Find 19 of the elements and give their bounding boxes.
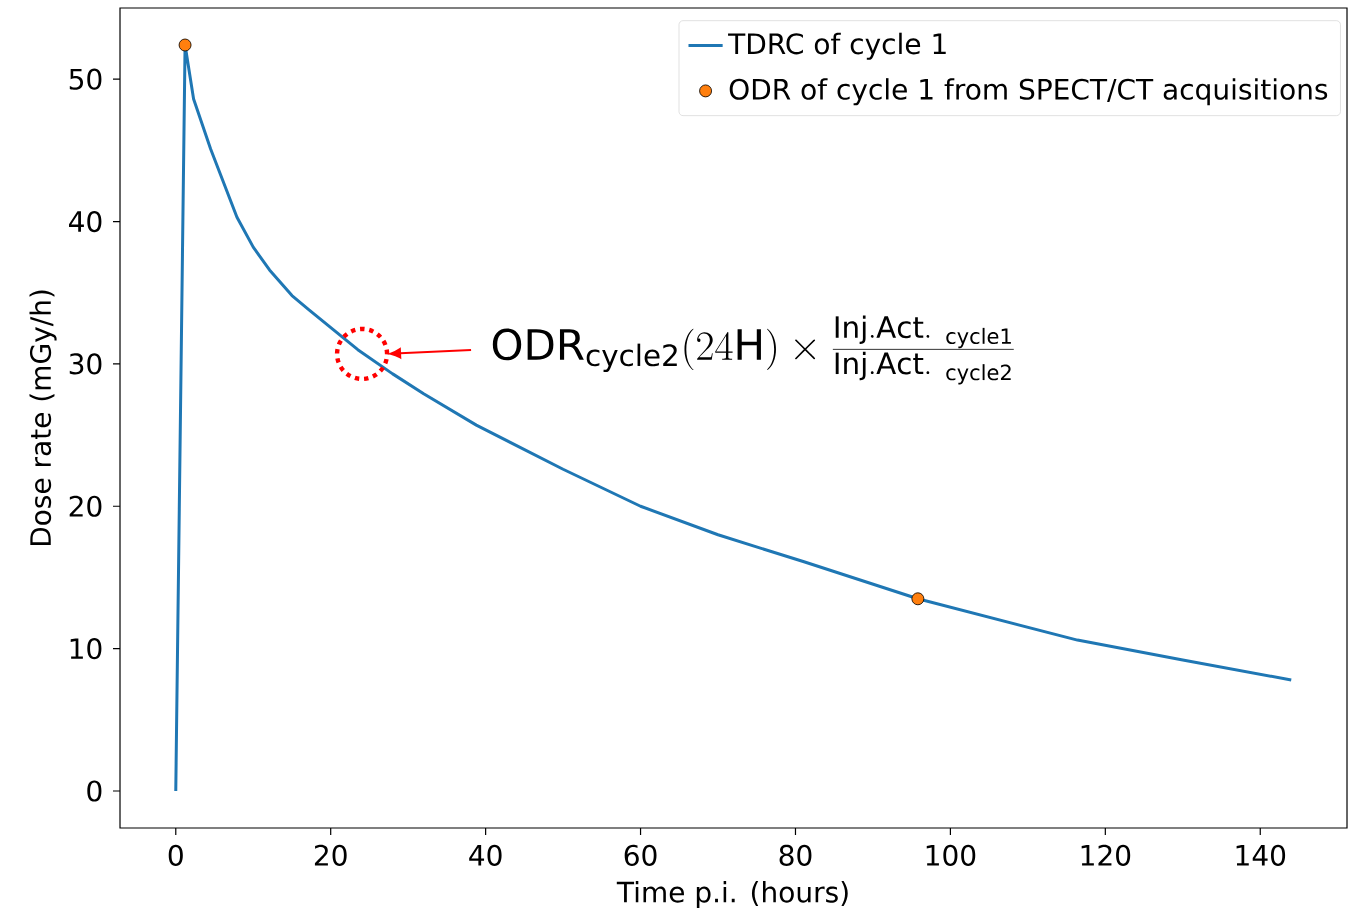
x-tick-label: 0: [168, 844, 183, 866]
x-tick-label: 20: [314, 844, 347, 866]
legend-label: ODR of cycle 1 from SPECT/CT acquisitions: [729, 78, 1328, 106]
legend-label: TDRC of cycle 1: [728, 32, 946, 60]
x-tick-label: 140: [1236, 844, 1286, 866]
x-tick-label: 100: [926, 844, 976, 866]
x-tick-label: 120: [1081, 844, 1131, 866]
x-axis-title: Time p.i. (hours): [616, 880, 848, 909]
y-tick-label: 40: [69, 210, 102, 233]
x-tick-label: 60: [624, 844, 657, 866]
y-axis-title: Dose rate (mGy/h): [29, 290, 57, 546]
y-tick-label: 10: [70, 638, 102, 660]
x-tick-label: 40: [469, 844, 502, 866]
y-tick-label: 0: [87, 780, 102, 802]
x-tick-label: 80: [779, 844, 812, 866]
annotation: $\mathrm{ODR}_{\mathrm{cycle2}}(24\mathrm{H}) \times \frac{\mathrm{Inj.Act.}\ _{\mathrm{cycle1}}}{\mathrm{Inj.Act.}\ _{\mathrm{cycle2}}}$: [492, 315, 1014, 385]
y-tick-label: 20: [69, 495, 102, 517]
y-tick-label: 30: [69, 353, 102, 375]
y-tick-label: 50: [69, 68, 102, 90]
